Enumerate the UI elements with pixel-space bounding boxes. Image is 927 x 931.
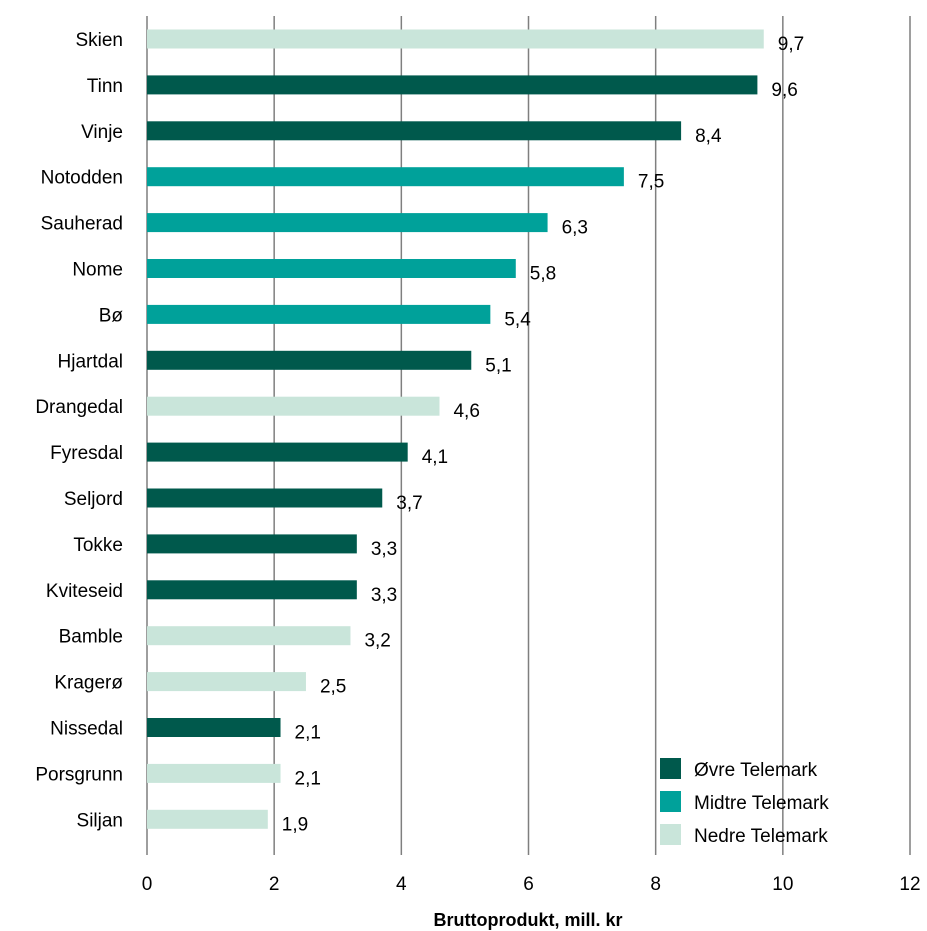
bar (147, 396, 440, 416)
data-label: 3,3 (371, 539, 397, 560)
x-tick-label: 4 (396, 874, 407, 895)
data-label: 5,4 (504, 309, 531, 330)
bar (147, 534, 357, 554)
category-label: Fyresdal (50, 443, 123, 464)
category-label: Seljord (64, 489, 123, 510)
data-label: 3,3 (371, 585, 397, 606)
x-axis-ticks: 0 2 4 6 8 10 12 (142, 874, 921, 895)
category-label: Siljan (77, 810, 123, 831)
data-label: 2,5 (320, 677, 346, 698)
category-label: Nissedal (50, 719, 123, 740)
x-tick-label: 10 (772, 874, 793, 895)
bar (147, 718, 281, 737)
data-label: 8,4 (695, 126, 722, 147)
bar (147, 259, 516, 278)
x-tick-label: 6 (523, 874, 534, 895)
bar (147, 580, 357, 600)
data-label: 4,6 (453, 401, 479, 422)
legend-label: Øvre Telemark (694, 760, 818, 781)
bar (147, 304, 491, 324)
bar (147, 672, 306, 692)
bar (147, 213, 548, 233)
legend-label: Nedre Telemark (694, 826, 828, 847)
data-label: 2,1 (295, 768, 321, 789)
data-labels: 9,7 9,6 8,4 7,5 6,3 5,8 5,4 5,1 4,6 4,1 3,7 3,3 3,3 3… (282, 34, 804, 835)
bar (147, 763, 281, 783)
bars (147, 29, 764, 829)
category-label: Skien (75, 30, 123, 51)
category-label: Bø (99, 305, 124, 326)
bar (147, 75, 758, 95)
data-label: 1,9 (282, 814, 308, 835)
x-axis-title: Bruttoprodukt, mill. kr (434, 910, 623, 930)
data-label: 9,6 (771, 80, 797, 101)
data-label: 4,1 (422, 447, 448, 468)
legend-label: Midtre Telemark (694, 793, 829, 814)
category-label: Bamble (59, 627, 123, 648)
data-label: 7,5 (638, 172, 664, 193)
category-labels: Skien Tinn Vinje Notodden Sauherad Nome Bø Hjar… (35, 30, 123, 831)
category-label: Kragerø (54, 673, 123, 694)
x-tick-label: 12 (899, 874, 920, 895)
legend-swatch (660, 824, 681, 845)
bar (147, 488, 383, 508)
category-label: Tokke (73, 535, 123, 556)
data-label: 9,7 (778, 34, 804, 55)
data-label: 5,1 (485, 355, 511, 376)
bar (147, 626, 351, 646)
data-label: 6,3 (562, 218, 588, 239)
gridlines (146, 16, 911, 855)
category-label: Sauherad (41, 214, 123, 235)
data-label: 2,1 (295, 723, 321, 744)
legend: Øvre Telemark Midtre Telemark Nedre Telema… (660, 758, 829, 847)
category-label: Notodden (41, 168, 123, 189)
x-tick-label: 0 (142, 874, 153, 895)
x-tick-label: 2 (269, 874, 280, 895)
category-label: Tinn (87, 76, 123, 97)
data-label: 3,2 (364, 631, 390, 652)
category-label: Porsgrunn (35, 764, 123, 785)
bar (147, 167, 624, 187)
data-label: 3,7 (396, 493, 422, 514)
bar (147, 442, 408, 462)
category-label: Vinje (81, 122, 123, 143)
category-label: Hjartdal (58, 351, 123, 372)
legend-swatch (660, 791, 681, 812)
bar (147, 121, 682, 141)
x-tick-label: 8 (650, 874, 661, 895)
category-label: Nome (72, 260, 123, 281)
bar (147, 350, 472, 370)
bar (147, 29, 764, 49)
category-label: Drangedal (35, 397, 123, 418)
category-label: Kviteseid (46, 581, 123, 602)
bar (147, 809, 268, 829)
legend-swatch (660, 758, 681, 779)
data-label: 5,8 (530, 264, 556, 285)
